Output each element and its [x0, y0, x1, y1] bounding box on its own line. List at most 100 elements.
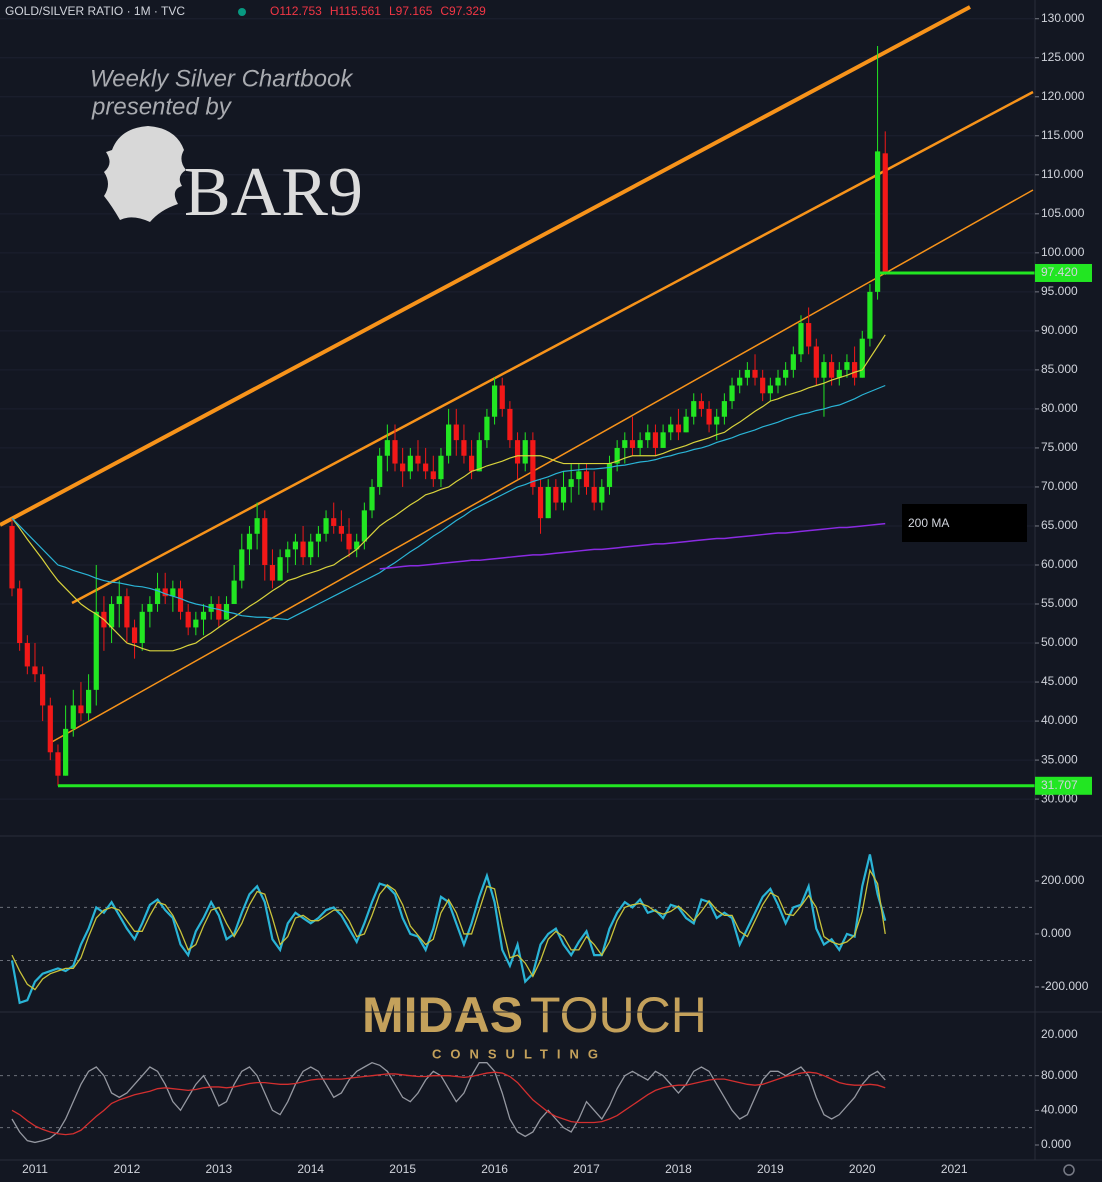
candle-body [714, 416, 720, 425]
candle-body [874, 151, 881, 292]
candle-body [400, 463, 406, 472]
candle-body [40, 674, 46, 706]
marks: 200 MA [9, 46, 1035, 1144]
candle-body [331, 518, 337, 526]
candle-body [216, 604, 222, 620]
candle-body [675, 424, 682, 433]
candle-body [484, 416, 490, 441]
candle-body [453, 424, 459, 441]
candle-body [507, 408, 513, 441]
candle-body [514, 440, 521, 464]
candle-body [882, 153, 888, 274]
y-tick-label: 100.000 [1041, 245, 1085, 259]
logo-subtitle: CONSULTING [432, 1046, 607, 1061]
candle-body [231, 580, 237, 605]
y-tick-label: 200.000 [1041, 873, 1085, 887]
candle-body [614, 447, 620, 464]
y-tick-label: 125.000 [1041, 50, 1085, 64]
candle-body [645, 432, 651, 441]
candle-body [652, 432, 659, 448]
candle-body [300, 541, 306, 558]
candle-body [591, 486, 597, 503]
candle-body [767, 385, 773, 394]
candle-body [262, 518, 268, 565]
price-label-box [1035, 263, 1092, 282]
y-tick-label: 120.000 [1041, 89, 1085, 103]
candle-body [446, 424, 452, 456]
y-tick-label: 0.000 [1041, 926, 1071, 940]
candle-body [599, 486, 605, 503]
candle-body [752, 369, 758, 378]
candle-body [813, 346, 819, 378]
logo-lion [104, 126, 186, 222]
y-tick-label: 90.000 [1041, 323, 1078, 337]
candle-body [124, 596, 130, 628]
candle-body [668, 424, 674, 433]
candle-body [377, 455, 383, 487]
candle-body [606, 463, 613, 487]
y-tick-label: 45.000 [1041, 674, 1078, 688]
candle-body [683, 416, 689, 433]
candle-body [315, 533, 321, 542]
x-tick-label: 2020 [849, 1162, 876, 1176]
header: GOLD/SILVER RATIO · 1M · TVC O112.753 H11… [5, 4, 486, 18]
candle-body [821, 362, 827, 378]
y-tick-label: 75.000 [1041, 440, 1078, 454]
candle-body [9, 525, 15, 589]
candle-body [108, 604, 115, 628]
candle-body [660, 432, 666, 448]
candle-body [438, 455, 444, 480]
candle-body [346, 533, 352, 550]
y-tick-label: 80.000 [1041, 401, 1078, 415]
candle-body [78, 705, 84, 714]
watermark-brand: BAR9 [184, 154, 363, 231]
y-tick-label: 95.000 [1041, 284, 1078, 298]
candle-body [737, 377, 743, 386]
settings-icon[interactable] [1063, 1164, 1075, 1176]
y-tick-label: 60.000 [1041, 557, 1078, 571]
line-series [11, 868, 886, 991]
price-label: 31.707 [1041, 778, 1078, 792]
candle-body [836, 369, 842, 378]
candle-body [369, 486, 375, 511]
y-tick-label: -200.000 [1041, 979, 1089, 993]
logo-text: MIDAS [362, 987, 523, 1043]
x-tick-label: 2015 [389, 1162, 416, 1176]
candle-body [775, 377, 781, 386]
candle-body [384, 440, 390, 456]
candle-body [522, 440, 528, 464]
candle-body [622, 440, 628, 448]
candle-body [147, 604, 153, 612]
candle-body [154, 588, 161, 605]
line-series [379, 522, 886, 570]
y-tick-label: 130.000 [1041, 11, 1085, 25]
candle-body [530, 440, 536, 487]
candle-body [93, 611, 99, 690]
line-series [10, 854, 887, 1005]
ohlc-value: C97.329 [440, 4, 486, 18]
line-series [11, 384, 886, 621]
y-tick-label: 55.000 [1041, 596, 1078, 610]
y-tick-label: 40.000 [1041, 1103, 1078, 1117]
candle-body [560, 486, 567, 503]
candle-body [423, 463, 429, 472]
trend-channel [0, 5, 1034, 744]
candle-body [277, 557, 283, 581]
candle-body [131, 627, 138, 644]
candle-body [867, 291, 873, 339]
candle-body [24, 643, 30, 667]
candle-body [185, 611, 191, 628]
candle-body [116, 596, 122, 605]
candle-body [798, 323, 804, 355]
y-tick-label: 20.000 [1041, 1027, 1078, 1041]
candle-body [239, 549, 245, 581]
candle-body [568, 479, 574, 487]
candle-body [576, 471, 582, 480]
trend-line [49, 189, 1034, 744]
x-tick-label: 2011 [22, 1162, 48, 1176]
candle-body [246, 533, 253, 550]
candle-body [698, 401, 704, 409]
candle-body [354, 541, 360, 550]
candle-body [852, 362, 858, 378]
